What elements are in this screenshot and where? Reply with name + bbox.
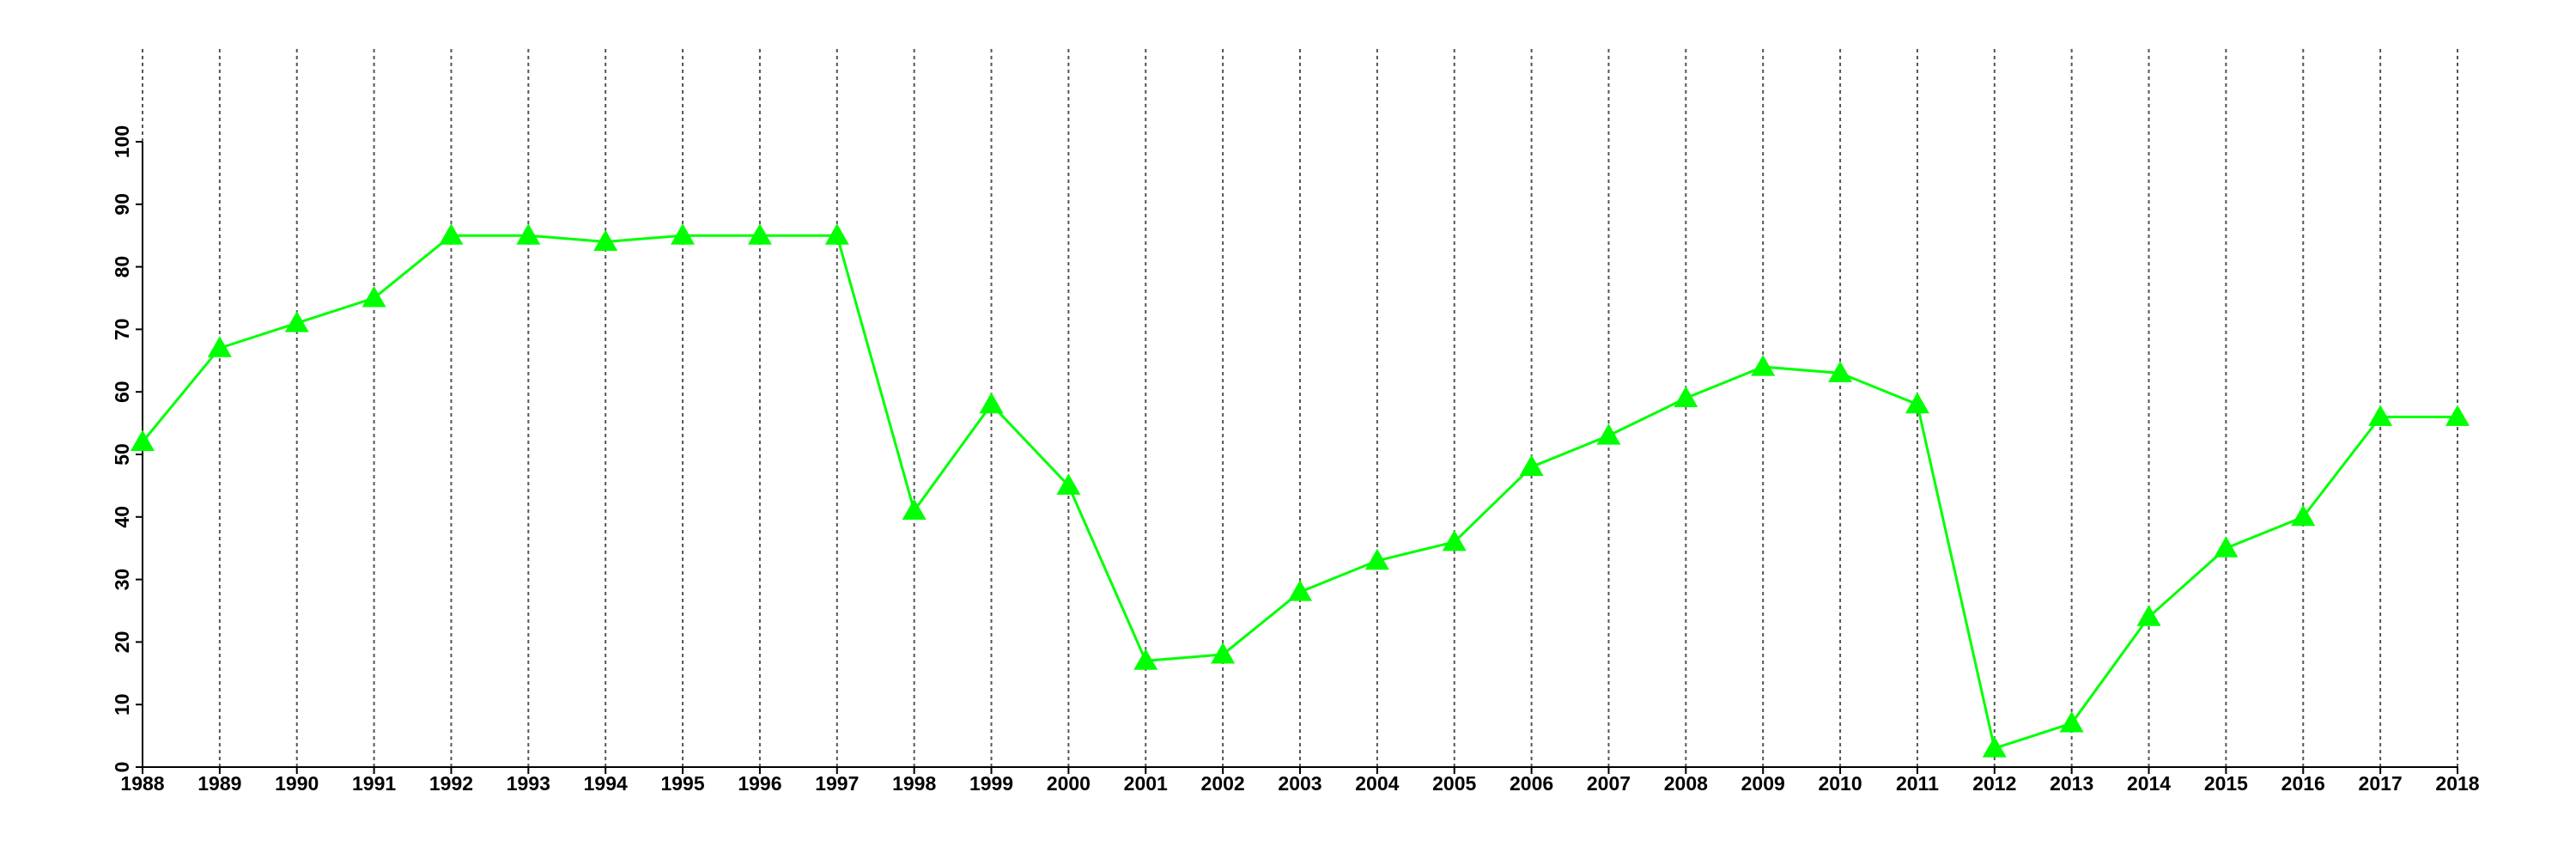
x-tick-label: 2011: [1896, 772, 1939, 795]
y-tick-label: 30: [111, 569, 133, 591]
x-tick-label: 1992: [429, 772, 473, 795]
data-point: [979, 392, 1004, 414]
y-tick-label: 0: [111, 762, 133, 773]
x-tick-label: 2002: [1201, 772, 1245, 795]
data-point: [1056, 473, 1081, 495]
data-point: [284, 311, 309, 332]
x-tick-label: 1989: [197, 772, 241, 795]
data-point: [1828, 361, 1853, 382]
data-point: [2059, 711, 2084, 733]
data-point: [1674, 386, 1698, 407]
data-point: [747, 223, 772, 245]
x-tick-label: 2016: [2281, 772, 2325, 795]
y-tick-label: 40: [111, 506, 133, 528]
data-point: [1596, 423, 1621, 445]
y-tick-label: 80: [111, 256, 133, 278]
data-point: [2291, 504, 2316, 527]
data-point: [131, 430, 155, 451]
x-tick-label: 2007: [1587, 772, 1631, 795]
x-tick-label: 2018: [2435, 772, 2479, 795]
data-point: [2368, 405, 2393, 426]
x-tick-label: 1996: [738, 772, 781, 795]
data-point: [902, 498, 927, 521]
data-point: [1288, 580, 1312, 601]
data-point: [2445, 405, 2470, 426]
y-tick-label: 20: [111, 631, 133, 654]
x-tick-label: 2015: [2204, 772, 2248, 795]
data-point: [1905, 392, 1929, 414]
data-point: [2214, 536, 2239, 557]
x-tick-label: 2001: [1124, 772, 1168, 795]
y-tick-label: 10: [111, 693, 133, 716]
data-point: [1133, 649, 1158, 670]
x-tick-label: 2013: [2050, 772, 2093, 795]
x-tick-label: 1990: [275, 772, 319, 795]
y-tick-label: 100: [111, 125, 133, 158]
x-tick-label: 1991: [352, 772, 396, 795]
x-tick-label: 1997: [815, 772, 859, 795]
data-point: [824, 223, 849, 245]
x-tick-label: 1988: [120, 772, 164, 795]
data-point: [593, 229, 618, 251]
x-tick-label: 2000: [1047, 772, 1091, 795]
data-point: [1751, 355, 1776, 376]
data-point: [1519, 454, 1544, 477]
x-tick-label: 2008: [1664, 772, 1708, 795]
x-tick-label: 1995: [660, 772, 704, 795]
data-point: [2136, 605, 2161, 626]
data-point: [207, 336, 232, 357]
x-tick-label: 1998: [892, 772, 936, 795]
x-tick-label: 2009: [1741, 772, 1785, 795]
y-tick-label: 70: [111, 319, 133, 341]
data-point: [361, 286, 386, 308]
y-tick-label: 60: [111, 381, 133, 403]
x-tick-label: 2005: [1432, 772, 1476, 795]
data-point: [1442, 529, 1467, 551]
y-tick-label: 50: [111, 443, 133, 466]
x-tick-label: 2017: [2359, 772, 2403, 795]
data-point: [439, 223, 464, 245]
data-point: [1211, 642, 1236, 664]
x-tick-label: 1993: [507, 772, 550, 795]
x-tick-label: 1999: [969, 772, 1013, 795]
x-tick-label: 2003: [1278, 772, 1321, 795]
x-tick-label: 2004: [1355, 772, 1399, 795]
data-point: [516, 223, 541, 245]
x-tick-label: 2014: [2127, 772, 2171, 795]
x-tick-label: 1994: [584, 772, 628, 795]
data-point: [671, 223, 696, 245]
y-tick-label: 90: [111, 193, 133, 216]
data-point: [1982, 736, 2007, 758]
x-tick-label: 2006: [1510, 772, 1553, 795]
data-point: [1364, 548, 1389, 570]
x-tick-label: 2010: [1818, 772, 1862, 795]
x-tick-label: 2012: [1972, 772, 2016, 795]
